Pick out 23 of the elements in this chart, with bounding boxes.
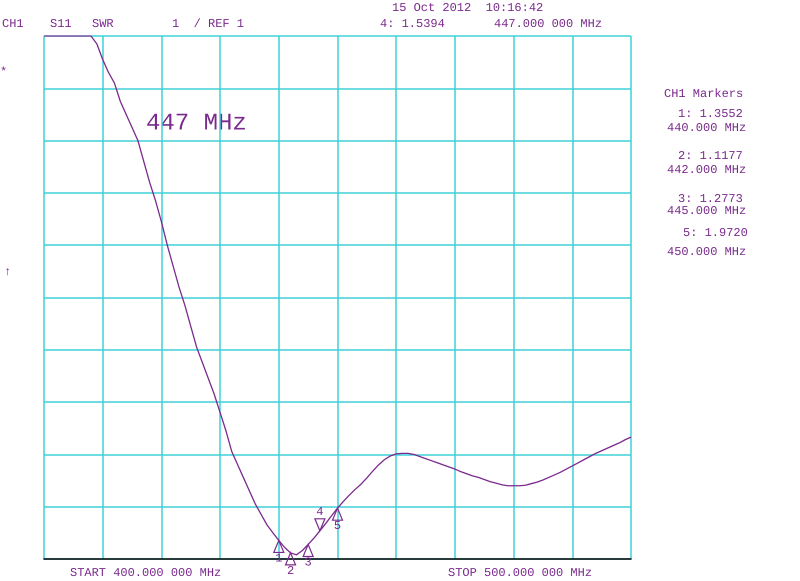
text: START 400.000 000 MHz [70, 566, 222, 580]
text: 1: 1.3552 [678, 107, 743, 121]
annotation: 3 [304, 555, 312, 570]
text: 445.000 MHz [667, 204, 746, 218]
text: 450.000 MHz [667, 245, 746, 259]
text: 447.000 000 MHz [494, 17, 602, 31]
text: 2 [286, 564, 294, 578]
text: 440.000 MHz [667, 121, 746, 135]
text: 442.000 MHz [667, 163, 746, 177]
text: 1 / REF 1 [172, 17, 244, 31]
text: ↑ [4, 265, 12, 279]
text: * [0, 65, 8, 79]
text: 3: 1.2773 [678, 192, 743, 206]
text: SWR [92, 17, 114, 31]
text: CH1 [2, 17, 24, 31]
text: S11 [50, 17, 72, 31]
text: 15 Oct 2012 10:16:42 [392, 1, 544, 15]
text: CH1 Markers [664, 87, 744, 101]
annotation: 4 [316, 504, 324, 519]
text: 4: 1.5394 [380, 17, 445, 31]
text: 5: 1.9720 [683, 226, 748, 240]
text: STOP 500.000 000 MHz [448, 566, 592, 580]
text: 2: 1.1177 [678, 149, 743, 163]
